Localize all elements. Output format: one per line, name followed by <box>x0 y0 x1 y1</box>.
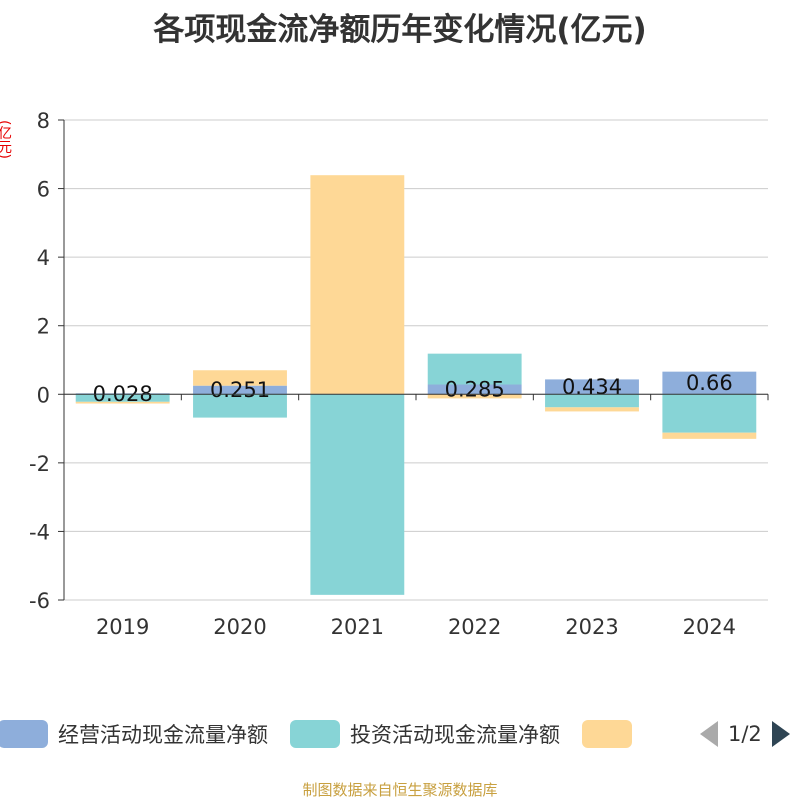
source-note: 制图数据来自恒生聚源数据库 <box>302 781 498 799</box>
legend-swatch-investing <box>290 720 340 748</box>
bar-2020-series-0 <box>193 385 287 395</box>
y-axis-unit: (亿元) <box>0 120 12 159</box>
x-tick-label-2020: 2020 <box>213 615 266 639</box>
legend-label-investing: 投资活动现金流量净额 <box>350 723 560 747</box>
legend-page-indicator: 1/2 <box>728 722 762 746</box>
y-tick-label: 2 <box>37 315 50 339</box>
y-tick-label: 0 <box>37 383 50 407</box>
data-label-2024: 0.66 <box>686 371 733 395</box>
bar-2024-series-1 <box>662 394 757 433</box>
data-label-2023: 0.434 <box>562 375 622 399</box>
chart-title: 各项现金流净额历年变化情况(亿元) <box>153 12 647 48</box>
legend-swatch-financing <box>582 720 632 748</box>
bar-2021-series-1 <box>310 394 405 595</box>
legend-label-operating: 经营活动现金流量净额 <box>58 723 268 747</box>
bar-2020-series-1 <box>193 394 287 418</box>
bar-2021-series-2 <box>310 175 405 394</box>
y-tick-label: -4 <box>29 520 50 544</box>
bar-2024-series-2 <box>662 432 757 439</box>
legend: 经营活动现金流量净额 投资活动现金流量净额 1/2 <box>0 716 800 752</box>
bar-2022-series-0 <box>427 384 522 395</box>
y-tick-label: -2 <box>29 452 50 476</box>
bar-2023-series-1 <box>545 394 639 408</box>
bar-2022-series-2 <box>427 394 522 399</box>
x-tick-label-2022: 2022 <box>448 615 501 639</box>
bar-2023-series-2 <box>545 407 639 412</box>
x-tick-label-2023: 2023 <box>565 615 618 639</box>
bar-2020-series-2 <box>193 370 287 386</box>
y-tick-label: 4 <box>37 246 50 270</box>
legend-item-investing[interactable]: 投资活动现金流量净额 <box>290 719 560 749</box>
data-label-2020: 0.251 <box>210 378 270 402</box>
legend-pager: 1/2 <box>700 716 790 752</box>
bar-2023-series-0 <box>545 379 639 395</box>
x-tick-label-2019: 2019 <box>96 615 149 639</box>
bar-2019-series-1 <box>75 394 170 402</box>
x-tick-label-2024: 2024 <box>683 615 736 639</box>
x-tick-label-2021: 2021 <box>331 615 384 639</box>
legend-item-operating[interactable]: 经营活动现金流量净额 <box>0 719 268 749</box>
legend-prev-page-icon[interactable] <box>700 721 718 747</box>
legend-next-page-icon[interactable] <box>771 721 790 747</box>
y-tick-label: 6 <box>37 178 50 202</box>
y-tick-label: 8 <box>37 109 50 133</box>
data-label-2022: 0.285 <box>445 377 505 401</box>
legend-swatch-operating <box>0 720 48 748</box>
bar-2024-series-0 <box>662 371 757 395</box>
bar-2022-series-1 <box>427 353 522 385</box>
y-tick-label: -6 <box>29 589 50 613</box>
legend-item-financing[interactable] <box>582 720 642 748</box>
bar-2019-series-2 <box>75 401 170 404</box>
